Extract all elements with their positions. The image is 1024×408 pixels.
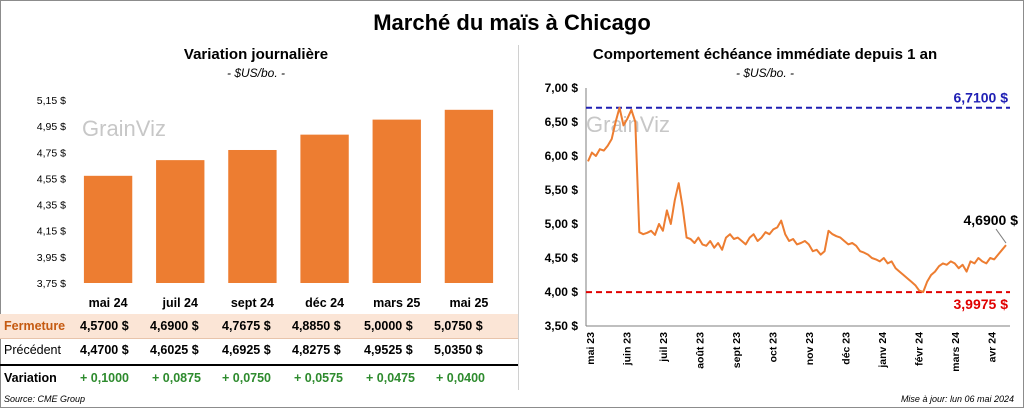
bar [300,134,349,283]
x-tick-label: nov 23 [804,332,816,365]
panel-divider [518,45,519,390]
table-cell: 4,4700 $ [80,343,129,357]
x-tick-label: févr 24 [913,332,925,366]
y-tick-label: 6,50 $ [545,115,579,129]
table-cell: 4,7675 $ [222,319,271,333]
y-tick-label: 4,15 $ [37,226,66,238]
line-chart: 7,00 $ 6,50 $ 6,00 $ 5,50 $ 5,00 $ 4,50 $ 4,00… [545,81,1019,372]
high-label: 6,7100 $ [954,90,1009,106]
left-panel-subtitle: - $US/bo. - [226,66,286,80]
x-tick-label: oct 23 [767,332,779,363]
bar [83,175,133,283]
last-price-leader [995,228,1007,244]
watermark: GrainViz [82,116,166,141]
y-tick-label: 3,75 $ [37,278,66,290]
table-cell: 4,6025 $ [150,343,199,357]
table-cell: 4,6925 $ [222,343,271,357]
x-tick-label: sept 24 [231,296,274,310]
bar [156,160,205,283]
y-tick-label: 6,00 $ [545,149,579,163]
y-tick-label: 7,00 $ [545,81,579,95]
low-label: 3,9975 $ [954,296,1009,312]
x-tick-label: mai 23 [585,332,597,365]
x-tick-label: juin 23 [621,332,633,366]
table-cell: + 0,1000 [80,371,130,385]
table-row-variation: Variation + 0,1000 + 0,0875 + 0,0750 + 0… [0,364,518,390]
right-panel-title: Comportement échéance immédiate depuis 1… [592,46,938,63]
table-cell: + 0,0400 [436,371,486,385]
x-tick-label: mai 25 [449,296,488,310]
row-label-variation: Variation [4,371,57,385]
row-label-previous: Précédent [4,343,61,357]
x-tick-label: sept 23 [731,332,743,368]
main-title: Marché du maïs à Chicago [373,10,651,35]
table-cell: + 0,0750 [222,371,272,385]
y-tick-label: 5,00 $ [545,217,579,231]
table-cell: + 0,0875 [152,371,202,385]
y-tick-label: 5,15 $ [37,95,66,107]
update-note: Mise à jour: lun 06 mai 2024 [900,394,1014,404]
x-tick-label: avr 24 [986,332,998,363]
table-cell: 4,6900 $ [150,319,199,333]
table-cell: 5,0750 $ [434,319,483,333]
table-cell: 4,9525 $ [364,343,413,357]
bar [444,109,494,283]
table-cell: 4,8275 $ [292,343,341,357]
bar-chart: 5,15 $ 4,95 $ 4,75 $ 4,55 $ 4,35 $ 4,15 $ 3,95… [37,95,494,310]
x-tick-label: août 23 [694,332,706,369]
x-tick-label: juil 24 [162,296,198,310]
source-note: Source: CME Group [4,394,86,404]
left-panel-title: Variation journalière [183,46,329,63]
y-tick-label: 4,55 $ [37,173,66,185]
x-tick-label: déc 24 [305,296,344,310]
table-row-close: Fermeture 4,5700 $ 4,6900 $ 4,7675 $ 4,8… [0,314,518,339]
x-tick-label: mars 25 [373,296,420,310]
bar [372,119,421,283]
y-tick-label: 4,50 $ [545,251,579,265]
price-series-line [587,106,1007,293]
table-cell: 5,0350 $ [434,343,483,357]
y-tick-label: 5,50 $ [545,183,579,197]
row-label-close: Fermeture [4,319,66,333]
table-cell: + 0,0575 [294,371,344,385]
y-tick-label: 3,50 $ [545,319,579,333]
y-tick-label: 3,95 $ [37,252,66,264]
x-tick-label: mars 24 [950,332,962,372]
y-tick-label: 4,95 $ [37,121,66,133]
table-cell: 4,8850 $ [292,319,341,333]
x-tick-label: janv 24 [877,332,889,369]
last-price-label: 4,6900 $ [964,212,1019,228]
x-tick-label: déc 23 [840,332,852,365]
y-tick-label: 4,75 $ [37,147,66,159]
x-tick-label: mai 24 [89,296,128,310]
y-tick-label: 4,35 $ [37,200,66,212]
y-tick-label: 4,00 $ [545,285,579,299]
table-cell: 4,5700 $ [80,319,129,333]
bar [228,149,277,283]
table-row-previous: Précédent 4,4700 $ 4,6025 $ 4,6925 $ 4,8… [0,338,518,362]
x-tick-label: juil 23 [658,332,670,363]
right-panel-subtitle: - $US/bo. - [735,66,795,80]
table-cell: + 0,0475 [366,371,416,385]
table-cell: 5,0000 $ [364,319,413,333]
